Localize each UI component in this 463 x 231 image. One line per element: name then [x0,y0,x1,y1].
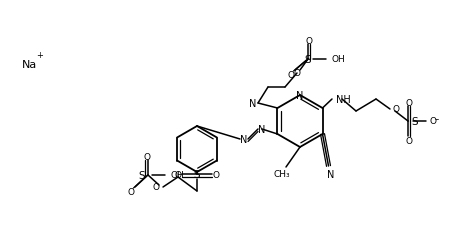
Text: S: S [193,169,200,179]
Text: CH₃: CH₃ [273,170,290,179]
Text: O: O [212,171,219,180]
Text: O: O [287,71,294,80]
Text: N: N [326,169,333,179]
Text: NH: NH [335,94,350,105]
Text: N: N [296,91,303,100]
Text: O: O [405,136,412,145]
Text: S: S [138,170,144,180]
Text: O: O [293,69,300,78]
Text: O: O [305,36,312,45]
Text: N: N [240,134,247,144]
Text: S: S [410,116,417,126]
Text: –: – [434,115,438,124]
Text: O: O [174,171,181,180]
Text: N: N [258,125,265,134]
Text: OH: OH [171,171,184,180]
Text: S: S [304,55,311,65]
Text: +: + [36,51,43,60]
Text: O: O [153,183,160,192]
Text: O: O [392,105,399,114]
Text: OH: OH [332,55,345,64]
Text: O: O [143,152,150,161]
Text: O: O [429,117,436,126]
Text: Na: Na [22,60,37,70]
Text: O: O [405,98,412,107]
Text: N: N [248,99,256,109]
Text: O: O [127,188,134,197]
